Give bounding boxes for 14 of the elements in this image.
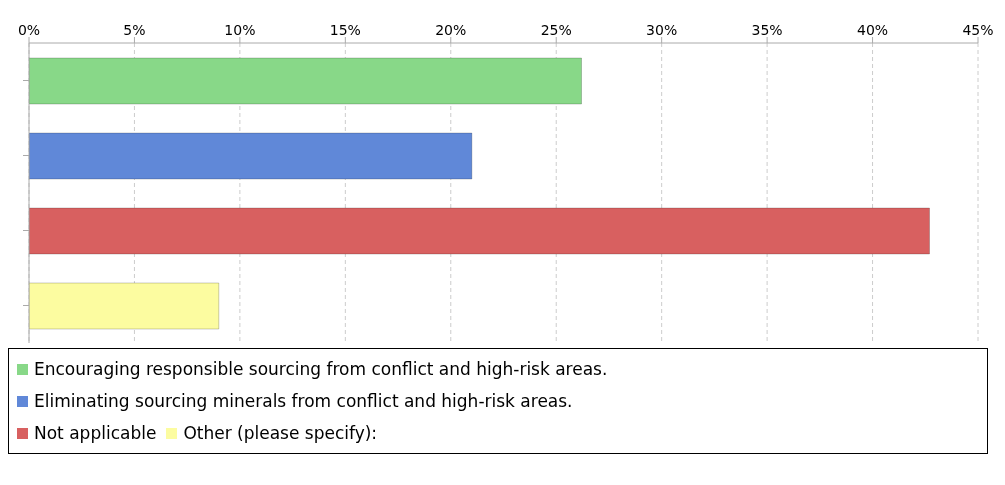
legend-label: Encouraging responsible sourcing from conflict and high-risk areas. [33, 359, 608, 379]
x-tick-label: 20% [435, 22, 467, 38]
legend-label: Other (please specify): [182, 423, 378, 443]
legend-label: Not applicable [33, 423, 157, 443]
x-tick-label: 25% [540, 22, 572, 38]
x-tick-label: 0% [17, 22, 41, 38]
x-tick-label: 40% [856, 22, 889, 38]
x-tick-label: 5% [123, 22, 146, 38]
x-tick-label: 30% [646, 22, 678, 38]
legend-label: Eliminating sourcing minerals from conflict and high-risk areas. [33, 391, 573, 411]
x-tick-label: 35% [751, 22, 783, 38]
x-tick-label: 15% [329, 22, 361, 38]
x-tick-label: 45% [962, 22, 994, 38]
x-tick-label: 10% [224, 22, 256, 38]
